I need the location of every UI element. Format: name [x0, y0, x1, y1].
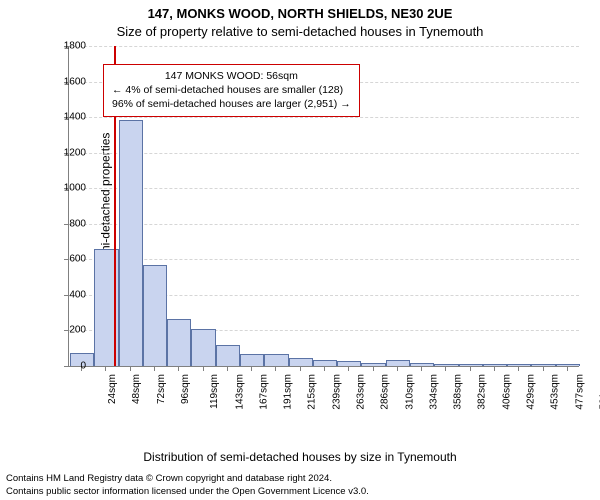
chart-title-main: 147, MONKS WOOD, NORTH SHIELDS, NE30 2UE	[0, 6, 600, 21]
xtick-mark	[154, 366, 155, 371]
footer-line-1: Contains HM Land Registry data © Crown c…	[6, 473, 600, 485]
gridline	[69, 153, 579, 154]
xtick-label: 167sqm	[258, 374, 269, 410]
xtick-mark	[275, 366, 276, 371]
xtick-mark	[300, 366, 301, 371]
chart-title-sub: Size of property relative to semi-detach…	[0, 24, 600, 39]
gridline	[69, 46, 579, 47]
xtick-mark	[373, 366, 374, 371]
xtick-label: 48sqm	[131, 374, 142, 404]
xtick-mark	[397, 366, 398, 371]
xtick-mark	[203, 366, 204, 371]
xtick-label: 263sqm	[356, 374, 367, 410]
histogram-bar	[119, 120, 143, 366]
xtick-mark	[227, 366, 228, 371]
gridline	[69, 188, 579, 189]
xtick-label: 382sqm	[477, 374, 488, 410]
xtick-mark	[130, 366, 131, 371]
xtick-label: 358sqm	[453, 374, 464, 410]
ytick-label: 1200	[38, 147, 86, 158]
legend-line: 147 MONKS WOOD: 56sqm	[112, 69, 351, 83]
footer-attribution: Contains HM Land Registry data © Crown c…	[0, 473, 600, 498]
xtick-label: 72sqm	[156, 374, 167, 404]
xtick-mark	[494, 366, 495, 371]
xtick-label: 239sqm	[331, 374, 342, 410]
xtick-label: 286sqm	[380, 374, 391, 410]
xtick-label: 191sqm	[283, 374, 294, 410]
xtick-mark	[348, 366, 349, 371]
ytick-label: 1600	[38, 76, 86, 87]
ytick-label: 800	[38, 218, 86, 229]
histogram-bar	[216, 345, 240, 366]
histogram-bar	[240, 354, 264, 366]
xtick-mark	[470, 366, 471, 371]
legend-line: ← 4% of semi-detached houses are smaller…	[112, 83, 351, 97]
xtick-label: 143sqm	[234, 374, 245, 410]
xtick-label: 429sqm	[526, 374, 537, 410]
ytick-label: 1000	[38, 183, 86, 194]
xtick-mark	[421, 366, 422, 371]
histogram-bar	[289, 358, 313, 366]
ytick-label: 200	[38, 325, 86, 336]
ytick-label: 0	[38, 361, 86, 372]
xtick-label: 310sqm	[404, 374, 415, 410]
ytick-label: 1800	[38, 41, 86, 52]
xtick-mark	[567, 366, 568, 371]
xtick-label: 24sqm	[107, 374, 118, 404]
footer-line-2: Contains public sector information licen…	[6, 486, 600, 498]
histogram-bar	[264, 354, 288, 366]
gridline	[69, 117, 579, 118]
xtick-mark	[518, 366, 519, 371]
histogram-bar	[167, 319, 191, 366]
xtick-mark	[445, 366, 446, 371]
xtick-mark	[178, 366, 179, 371]
legend-box: 147 MONKS WOOD: 56sqm← 4% of semi-detach…	[103, 64, 360, 117]
plot-area: 147 MONKS WOOD: 56sqm← 4% of semi-detach…	[68, 46, 579, 367]
xtick-mark	[324, 366, 325, 371]
xtick-label: 119sqm	[209, 374, 220, 409]
ytick-label: 600	[38, 254, 86, 265]
xtick-mark	[251, 366, 252, 371]
x-axis-label: Distribution of semi-detached houses by …	[0, 450, 600, 464]
legend-line: 96% of semi-detached houses are larger (…	[112, 97, 351, 111]
gridline	[69, 259, 579, 260]
xtick-mark	[543, 366, 544, 371]
xtick-label: 215sqm	[307, 374, 318, 410]
chart-container: { "chart": { "type": "histogram", "title…	[0, 0, 600, 500]
histogram-bar	[143, 265, 167, 366]
xtick-label: 96sqm	[180, 374, 191, 404]
xtick-label: 334sqm	[428, 374, 439, 410]
histogram-bar	[191, 329, 215, 366]
xtick-label: 453sqm	[550, 374, 561, 410]
gridline	[69, 224, 579, 225]
ytick-label: 1400	[38, 112, 86, 123]
xtick-mark	[105, 366, 106, 371]
xtick-label: 406sqm	[501, 374, 512, 410]
xtick-label: 477sqm	[574, 374, 585, 410]
ytick-label: 400	[38, 289, 86, 300]
